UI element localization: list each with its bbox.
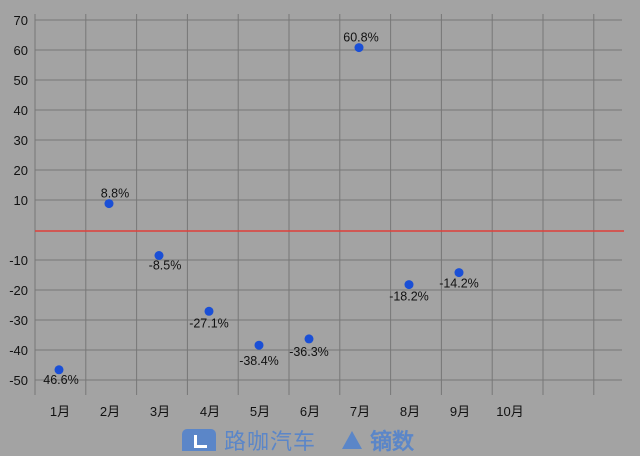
data-point (454, 268, 464, 278)
data-label: 60.8% (343, 31, 378, 45)
x-tick-label: 3月 (150, 404, 170, 419)
y-tick-label: 10 (14, 193, 28, 208)
triangle-logo-icon (342, 431, 363, 449)
x-tick-label: 6月 (300, 404, 320, 419)
data-point (104, 199, 114, 209)
y-tick-label: 70 (14, 13, 28, 28)
y-tick-label: -40 (9, 343, 28, 358)
brand-logo-icon (182, 429, 216, 451)
data-points (54, 43, 464, 375)
x-tick-label: 1月 (50, 404, 70, 419)
watermark-logo: 路咖汽车 镝数 (182, 424, 414, 456)
x-tick-label: 10月 (496, 404, 523, 419)
data-label: -27.1% (189, 316, 229, 330)
data-point (254, 340, 264, 350)
data-point (404, 280, 414, 290)
x-tick-label: 2月 (100, 404, 120, 419)
data-point (304, 334, 314, 344)
watermark-text-secondary: 镝数 (370, 430, 415, 455)
y-axis-ticks: 70 60 50 40 30 20 10 -10 -20 -30 -40 -50 (9, 13, 28, 388)
gridlines (34, 14, 622, 395)
y-tick-label: -20 (9, 283, 28, 298)
x-tick-label: 9月 (450, 404, 470, 419)
data-point (354, 43, 364, 53)
y-tick-label: 60 (14, 43, 28, 58)
watermark-text: 路咖汽车 (224, 430, 317, 455)
x-tick-label: 8月 (400, 404, 420, 419)
x-tick-label: 4月 (200, 404, 220, 419)
data-label: 8.8% (101, 187, 130, 201)
y-tick-label: -50 (9, 373, 28, 388)
data-point (154, 251, 164, 260)
data-label: 46.6% (43, 373, 78, 387)
data-label: -18.2% (389, 290, 429, 304)
y-tick-label: -10 (9, 253, 28, 268)
data-label: -14.2% (439, 277, 479, 291)
y-tick-label: 50 (14, 73, 28, 88)
x-axis-ticks: 1月 2月 3月 4月 5月 6月 7月 8月 9月 10月 (50, 404, 524, 419)
y-tick-label: -30 (9, 313, 28, 328)
data-point (54, 365, 64, 375)
y-tick-label: 30 (14, 133, 28, 148)
x-tick-label: 7月 (350, 404, 370, 419)
data-label: -38.4% (239, 354, 279, 368)
x-tick-label: 5月 (250, 404, 270, 419)
data-label: -36.3% (289, 345, 329, 359)
data-label: -8.5% (149, 259, 182, 273)
data-point (204, 306, 214, 316)
y-tick-label: 20 (14, 163, 28, 178)
data-labels: 46.6% 8.8% -8.5% -27.1% -38.4% -36.3% 60.8% -18… (43, 31, 479, 387)
y-tick-label: 40 (14, 103, 28, 118)
